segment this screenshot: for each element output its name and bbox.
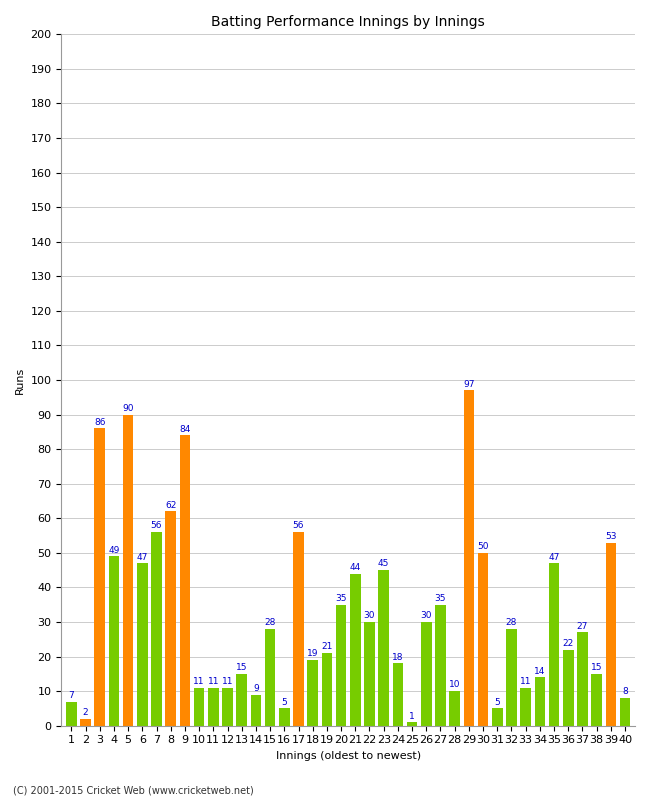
Bar xyxy=(592,674,602,726)
Text: 56: 56 xyxy=(292,522,304,530)
Text: 28: 28 xyxy=(506,618,517,627)
Text: 18: 18 xyxy=(392,653,404,662)
Bar xyxy=(393,663,403,726)
Bar xyxy=(407,722,417,726)
Text: 84: 84 xyxy=(179,425,190,434)
Text: 53: 53 xyxy=(605,532,617,541)
Bar xyxy=(279,709,290,726)
Bar xyxy=(534,678,545,726)
Text: 22: 22 xyxy=(563,639,574,648)
Text: (C) 2001-2015 Cricket Web (www.cricketweb.net): (C) 2001-2015 Cricket Web (www.cricketwe… xyxy=(13,786,254,795)
Bar xyxy=(606,542,616,726)
Text: 2: 2 xyxy=(83,708,88,717)
Text: 5: 5 xyxy=(495,698,500,706)
Bar xyxy=(549,563,560,726)
Text: 19: 19 xyxy=(307,650,318,658)
Text: 35: 35 xyxy=(435,594,447,603)
Text: 97: 97 xyxy=(463,380,474,389)
Bar xyxy=(194,688,205,726)
Bar xyxy=(66,702,77,726)
Text: 11: 11 xyxy=(520,677,532,686)
Bar xyxy=(563,650,573,726)
Text: 21: 21 xyxy=(321,642,333,651)
Bar xyxy=(307,660,318,726)
Bar xyxy=(478,553,488,726)
Bar xyxy=(165,511,176,726)
Text: 8: 8 xyxy=(622,687,628,696)
Text: 44: 44 xyxy=(350,563,361,572)
Bar xyxy=(421,622,432,726)
Text: 7: 7 xyxy=(68,690,74,700)
Bar xyxy=(322,653,332,726)
Bar xyxy=(449,691,460,726)
Text: 62: 62 xyxy=(165,501,176,510)
Text: 5: 5 xyxy=(281,698,287,706)
Y-axis label: Runs: Runs xyxy=(15,366,25,394)
Text: 47: 47 xyxy=(136,553,148,562)
Text: 49: 49 xyxy=(109,546,120,554)
Text: 14: 14 xyxy=(534,666,545,675)
Text: 11: 11 xyxy=(222,677,233,686)
Text: 50: 50 xyxy=(477,542,489,551)
Bar xyxy=(222,688,233,726)
Text: 28: 28 xyxy=(265,618,276,627)
Text: 9: 9 xyxy=(253,684,259,693)
Bar xyxy=(265,629,276,726)
Bar xyxy=(506,629,517,726)
Bar xyxy=(435,605,446,726)
Bar xyxy=(336,605,346,726)
Text: 45: 45 xyxy=(378,559,389,569)
Bar xyxy=(123,414,133,726)
Text: 27: 27 xyxy=(577,622,588,630)
Bar xyxy=(251,694,261,726)
Bar xyxy=(151,532,162,726)
Bar xyxy=(463,390,474,726)
Bar xyxy=(237,674,247,726)
Text: 90: 90 xyxy=(122,404,134,413)
Bar xyxy=(521,688,531,726)
Text: 10: 10 xyxy=(449,681,460,690)
Text: 1: 1 xyxy=(410,711,415,721)
Bar xyxy=(80,719,91,726)
Bar xyxy=(179,435,190,726)
Text: 35: 35 xyxy=(335,594,347,603)
Bar xyxy=(293,532,304,726)
Text: 30: 30 xyxy=(421,611,432,620)
Bar xyxy=(577,632,588,726)
Title: Batting Performance Innings by Innings: Batting Performance Innings by Innings xyxy=(211,15,485,29)
Text: 86: 86 xyxy=(94,418,105,426)
Bar xyxy=(109,556,119,726)
Text: 30: 30 xyxy=(364,611,375,620)
Bar xyxy=(619,698,630,726)
Bar xyxy=(492,709,502,726)
Text: 15: 15 xyxy=(591,663,603,672)
Bar xyxy=(364,622,375,726)
Text: 56: 56 xyxy=(151,522,162,530)
Text: 11: 11 xyxy=(193,677,205,686)
Bar xyxy=(378,570,389,726)
Text: 15: 15 xyxy=(236,663,248,672)
Text: 11: 11 xyxy=(207,677,219,686)
Bar xyxy=(94,429,105,726)
Bar xyxy=(208,688,218,726)
X-axis label: Innings (oldest to newest): Innings (oldest to newest) xyxy=(276,751,421,761)
Text: 47: 47 xyxy=(549,553,560,562)
Bar xyxy=(137,563,148,726)
Bar xyxy=(350,574,361,726)
